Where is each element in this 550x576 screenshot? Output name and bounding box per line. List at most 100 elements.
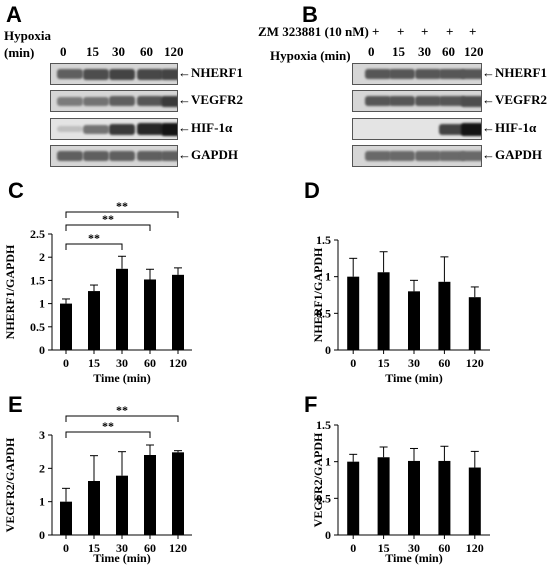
x-tick-label-e-3: 60 bbox=[144, 541, 156, 555]
y-tick-label-c-2: 1 bbox=[39, 297, 45, 311]
blot-b-vegfr2 bbox=[352, 90, 482, 112]
plus-sign-4: + bbox=[469, 24, 477, 39]
x-tick-label-f-0: 0 bbox=[350, 541, 356, 555]
time-label-a-3: 60 bbox=[140, 44, 153, 59]
y-tick-label-d-0: 0 bbox=[325, 343, 331, 357]
panel-e-letter: E bbox=[8, 392, 23, 417]
time-label-b-3: 60 bbox=[442, 44, 455, 59]
band-a-hif-1a-0 bbox=[57, 126, 83, 132]
x-tick-label-e-2: 30 bbox=[116, 541, 128, 555]
sig-label-e-0: ** bbox=[102, 419, 114, 433]
x-tick-label-d-2: 30 bbox=[408, 356, 420, 370]
bar-f-1 bbox=[377, 457, 390, 535]
time-label-b-1: 15 bbox=[392, 44, 405, 59]
sig-bracket-e-0 bbox=[65, 431, 151, 438]
bar-f-3 bbox=[438, 460, 451, 535]
x-tick-label-d-1: 15 bbox=[378, 356, 390, 370]
y-tick-label-c-3: 1.5 bbox=[30, 273, 45, 287]
bar-c-2 bbox=[116, 268, 128, 350]
panel-a-hypoxia-label-1: Hypoxia bbox=[4, 28, 51, 43]
bar-e-4 bbox=[172, 452, 184, 535]
band-a-vegfr2-0 bbox=[57, 97, 83, 106]
band-a-hif-1a-3 bbox=[137, 123, 163, 135]
band-a-gapdh-0 bbox=[57, 151, 83, 161]
bar-c-4 bbox=[172, 274, 184, 350]
y-tick-label-e-2: 2 bbox=[39, 461, 45, 475]
time-label-b-2: 30 bbox=[418, 44, 431, 59]
y-tick-label-e-1: 1 bbox=[39, 495, 45, 509]
bar-e-1 bbox=[88, 481, 100, 535]
time-label-a-0: 0 bbox=[60, 44, 67, 59]
x-axis-title-c: Time (min) bbox=[93, 371, 150, 385]
panel-b-hypoxia-label: Hypoxia (min) bbox=[270, 48, 351, 63]
band-b-nherf1-0 bbox=[365, 69, 391, 79]
blot-a-hif-1a bbox=[50, 118, 178, 140]
blot-b-hif-1a bbox=[352, 118, 482, 140]
chart-d: 0 0.5 1 1.5 0 15 30 60 120 Time (min) NHERF1/GAPDH bbox=[311, 233, 490, 385]
y-axis-title-f: VEGFR2/GAPDH bbox=[311, 432, 325, 527]
panel-b-treatment-label: ZM 323881 (10 nM) bbox=[258, 24, 369, 39]
panel-c-letter: C bbox=[8, 178, 24, 203]
y-tick-label-e-0: 0 bbox=[39, 528, 45, 542]
bar-d-3 bbox=[438, 281, 451, 350]
x-tick-label-e-4: 120 bbox=[169, 541, 187, 555]
x-tick-label-c-3: 60 bbox=[144, 356, 156, 370]
bar-c-0 bbox=[60, 303, 72, 350]
bar-e-3 bbox=[144, 455, 156, 535]
sig-label-e-1: ** bbox=[116, 403, 128, 417]
blot-label-b-3: ←GAPDH bbox=[482, 147, 542, 162]
bar-e-0 bbox=[60, 501, 72, 535]
y-tick-label-c-1: 0.5 bbox=[30, 320, 45, 334]
band-b-vegfr2-2 bbox=[415, 96, 441, 106]
sig-bracket-c-2 bbox=[65, 211, 179, 218]
blot-label-b-1: ←VEGFR2 bbox=[482, 92, 547, 107]
y-tick-label-f-1: 0.5 bbox=[316, 491, 331, 505]
band-b-gapdh-1 bbox=[389, 151, 415, 161]
plus-sign-0: + bbox=[372, 24, 380, 39]
x-tick-label-e-1: 15 bbox=[88, 541, 100, 555]
band-a-hif-1a-2 bbox=[109, 124, 135, 135]
bar-d-1 bbox=[377, 272, 390, 350]
x-tick-label-c-4: 120 bbox=[169, 356, 187, 370]
panel-a-hypoxia-label-2: (min) bbox=[4, 45, 35, 60]
band-b-gapdh-4 bbox=[461, 151, 481, 161]
y-tick-label-c-0: 0 bbox=[39, 343, 45, 357]
band-b-vegfr2-3 bbox=[439, 96, 465, 106]
band-b-gapdh-0 bbox=[365, 151, 391, 161]
y-tick-label-f-3: 1.5 bbox=[316, 418, 331, 432]
band-a-gapdh-1 bbox=[83, 151, 109, 161]
x-axis-title-d: Time (min) bbox=[385, 371, 442, 385]
x-axis-title-f: Time (min) bbox=[385, 551, 442, 565]
blot-b-nherf1 bbox=[352, 63, 482, 85]
x-tick-label-d-4: 120 bbox=[466, 356, 484, 370]
bar-c-1 bbox=[88, 291, 100, 350]
bar-d-2 bbox=[408, 291, 420, 350]
plus-sign-2: + bbox=[421, 24, 429, 39]
band-a-nherf1-2 bbox=[109, 69, 135, 80]
sig-bracket-e-1 bbox=[65, 415, 179, 422]
band-a-gapdh-2 bbox=[109, 151, 135, 161]
y-tick-label-d-3: 1.5 bbox=[316, 233, 331, 247]
bar-d-0 bbox=[347, 276, 360, 350]
x-tick-label-c-0: 0 bbox=[63, 356, 69, 370]
x-tick-label-f-4: 120 bbox=[466, 541, 484, 555]
plus-sign-3: + bbox=[446, 24, 454, 39]
blot-label-b-0: ←NHERF1 bbox=[482, 65, 547, 80]
band-b-nherf1-4 bbox=[461, 69, 481, 79]
band-b-gapdh-3 bbox=[439, 151, 465, 161]
bar-f-2 bbox=[408, 460, 420, 535]
band-b-vegfr2-4 bbox=[461, 96, 481, 107]
band-a-gapdh-4 bbox=[161, 151, 177, 161]
time-label-b-0: 0 bbox=[368, 44, 375, 59]
sig-bracket-c-0 bbox=[65, 243, 123, 250]
band-a-hif-1a-1 bbox=[83, 125, 109, 134]
y-axis-title-e: VEGFR2/GAPDH bbox=[3, 437, 17, 532]
x-tick-label-c-1: 15 bbox=[88, 356, 100, 370]
time-label-a-1: 15 bbox=[86, 44, 99, 59]
blot-label-a-0: ←NHERF1 bbox=[178, 65, 243, 80]
blot-label-a-3: ←GAPDH bbox=[178, 147, 238, 162]
blot-label-a-2: ←HIF-1α bbox=[178, 120, 233, 135]
band-a-nherf1-4 bbox=[161, 69, 177, 80]
x-tick-label-f-3: 60 bbox=[438, 541, 450, 555]
time-label-b-4: 120 bbox=[464, 44, 484, 59]
